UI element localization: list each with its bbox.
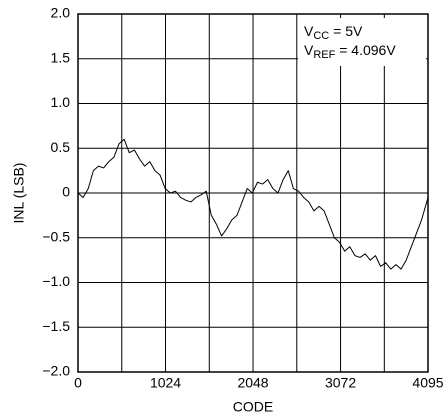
annotation-bg bbox=[298, 18, 426, 66]
annotation-text: = 4.096V bbox=[335, 42, 396, 58]
annotation: VCC = 5V bbox=[304, 23, 363, 42]
x-tick-label: 3072 bbox=[325, 375, 356, 391]
annotation-base: V bbox=[304, 42, 314, 58]
y-tick-label: −1.0 bbox=[42, 273, 70, 289]
annotation-base: V bbox=[304, 23, 314, 39]
y-tick-label: −2.0 bbox=[42, 363, 70, 379]
x-axis-title: CODE bbox=[233, 399, 273, 415]
inl-line bbox=[77, 138, 429, 270]
y-tick-label: −1.5 bbox=[42, 318, 70, 334]
y-tick-label: 0 bbox=[62, 184, 70, 200]
x-tick-label: 1024 bbox=[150, 375, 181, 391]
y-tick-label: −0.5 bbox=[42, 228, 70, 244]
y-tick-label: 2.0 bbox=[51, 5, 71, 21]
x-tick-label: 4095 bbox=[412, 375, 443, 391]
annotation: VREF = 4.096V bbox=[304, 42, 396, 61]
annotation-sub: REF bbox=[313, 49, 335, 61]
y-tick-label: 1.5 bbox=[51, 49, 71, 65]
x-tick-label: 0 bbox=[74, 375, 82, 391]
plot bbox=[77, 138, 429, 270]
y-tick-label: 1.0 bbox=[51, 94, 71, 110]
plot-frame bbox=[77, 13, 429, 373]
annotation-text: = 5V bbox=[329, 23, 363, 39]
y-axis-title: INL (LSB) bbox=[11, 163, 27, 224]
annotation-sub: CC bbox=[313, 30, 329, 42]
y-tick-label: 0.5 bbox=[51, 139, 71, 155]
x-tick-label: 2048 bbox=[237, 375, 268, 391]
